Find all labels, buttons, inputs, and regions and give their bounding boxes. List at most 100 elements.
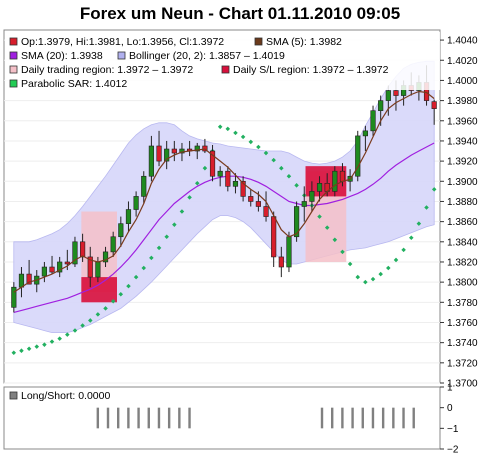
legend-psar: Parabolic SAR: 1.4012 <box>21 78 127 90</box>
candle-bull <box>11 286 17 308</box>
y-tick-label: 1.3900 <box>447 177 478 188</box>
psar-dot <box>416 221 422 226</box>
legend-swatch-bollinger <box>117 51 126 60</box>
candle-bear <box>225 170 231 187</box>
y-tick-label: 1.3760 <box>447 318 478 329</box>
candle-bull <box>118 223 124 238</box>
candle-bear <box>80 241 86 258</box>
psar-dot <box>286 173 292 179</box>
legend-swatch-longshort <box>9 391 18 400</box>
y-tick-label: 1.3920 <box>447 157 478 168</box>
candle-bull <box>309 191 315 202</box>
y-tick-label: 0 <box>447 403 453 414</box>
y-tick-label: 1.3840 <box>447 237 478 248</box>
legend-sl-region: Daily S/L region: 1.3972 – 1.3972 <box>233 64 389 76</box>
y-tick-label: 1.4040 <box>447 36 478 47</box>
legend-swatch-ohlc <box>9 37 18 46</box>
longshort-bar <box>188 407 191 429</box>
legend-swatch-sma5 <box>254 37 263 46</box>
candle-bull <box>232 180 239 187</box>
psar-dot <box>424 205 429 210</box>
y-tick-label: −1 <box>447 424 459 435</box>
candle-bear <box>240 180 246 197</box>
y-tick-label: 1.3740 <box>447 338 478 349</box>
y-tick-label: 1.3960 <box>447 116 478 127</box>
candle-bull <box>141 175 147 197</box>
candle-bull <box>179 148 185 154</box>
y-tick-label: 1.3700 <box>447 379 478 390</box>
longshort-bar <box>137 407 140 429</box>
candle-bull <box>316 183 323 192</box>
psar-dot <box>248 139 254 145</box>
bollinger-band <box>13 60 435 333</box>
longshort-bar <box>351 407 354 429</box>
candle-bull <box>57 261 63 273</box>
psar-dot <box>225 126 231 132</box>
candle-bear <box>263 206 269 217</box>
candle-bull <box>385 90 391 101</box>
longshort-bar <box>331 407 334 429</box>
longshort-bar <box>178 407 181 429</box>
candle-bear <box>255 201 261 207</box>
candle-bear <box>209 150 216 177</box>
longshort-bar <box>96 407 100 429</box>
legend-daily-region: Daily trading region: 1.3972 – 1.3972 <box>21 64 193 76</box>
candle-bull <box>370 110 376 132</box>
legend: Op:1.3979, Hi:1.3981, Lo:1.3956, Cl:1.39… <box>5 32 440 90</box>
candle-bull <box>217 170 223 177</box>
psar-dot <box>431 187 437 192</box>
daily-sl-region <box>81 277 117 303</box>
candle-bull <box>301 201 307 207</box>
candle-bear <box>156 145 162 162</box>
legend-bollinger: Bollinger (20, 2): 1.3857 – 1.4019 <box>129 50 285 62</box>
psar-dot <box>110 299 116 304</box>
y-tick-label: 1.3720 <box>447 358 478 369</box>
longshort-bar <box>320 407 324 429</box>
candle-bull <box>332 170 338 192</box>
psar-dot <box>103 306 108 311</box>
y-tick-label: 1.3940 <box>447 136 478 147</box>
y-tick-label: 1.3780 <box>447 298 478 309</box>
psar-dot <box>347 261 353 267</box>
longshort-bar <box>341 407 344 429</box>
psar-dot <box>370 276 376 282</box>
psar-dot <box>80 323 85 328</box>
psar-dot <box>401 247 406 253</box>
candle-bear <box>87 256 93 278</box>
candle-bear <box>49 266 55 273</box>
candle-bull <box>286 236 292 268</box>
candle-bull <box>378 100 384 111</box>
sma20-line <box>13 142 435 313</box>
psar-dot <box>194 181 200 186</box>
psar-dot <box>202 165 208 171</box>
longshort-bar <box>117 407 120 429</box>
candle-bull <box>164 148 170 162</box>
psar-dot <box>355 274 361 280</box>
y-tick-label: 1.3860 <box>447 217 478 228</box>
longshort-legend: Long/Short: 0.0000 <box>9 390 110 402</box>
longshort-bar <box>147 407 150 429</box>
candle-bear <box>271 216 277 258</box>
candle-bull <box>41 266 47 277</box>
candle-bull <box>110 236 116 253</box>
longshort-bar <box>392 407 395 429</box>
longshort-plot-area <box>3 386 441 450</box>
longshort-plot-frame <box>3 386 441 450</box>
longshort-bar <box>167 407 171 429</box>
y-tick-label: 1.4020 <box>447 56 478 67</box>
candle-bear <box>278 256 284 268</box>
y-tick-label: 1.3800 <box>447 278 478 289</box>
psar-dot <box>118 291 124 297</box>
y-tick-label: 1 <box>447 383 453 394</box>
legend-swatch-sl-region <box>221 65 230 74</box>
y-tick-label: 1.4000 <box>447 76 478 87</box>
psar-dot <box>386 265 391 271</box>
longshort-bar <box>371 407 375 429</box>
legend-swatch-sma20 <box>9 51 18 60</box>
longshort-bar <box>402 407 405 429</box>
legend-sma5: SMA (5): 1.3982 <box>266 36 342 48</box>
candle-bear <box>26 273 32 285</box>
y-tick-label: −2 <box>447 445 459 456</box>
psar-dot <box>34 344 40 349</box>
candle-bull <box>95 261 101 278</box>
